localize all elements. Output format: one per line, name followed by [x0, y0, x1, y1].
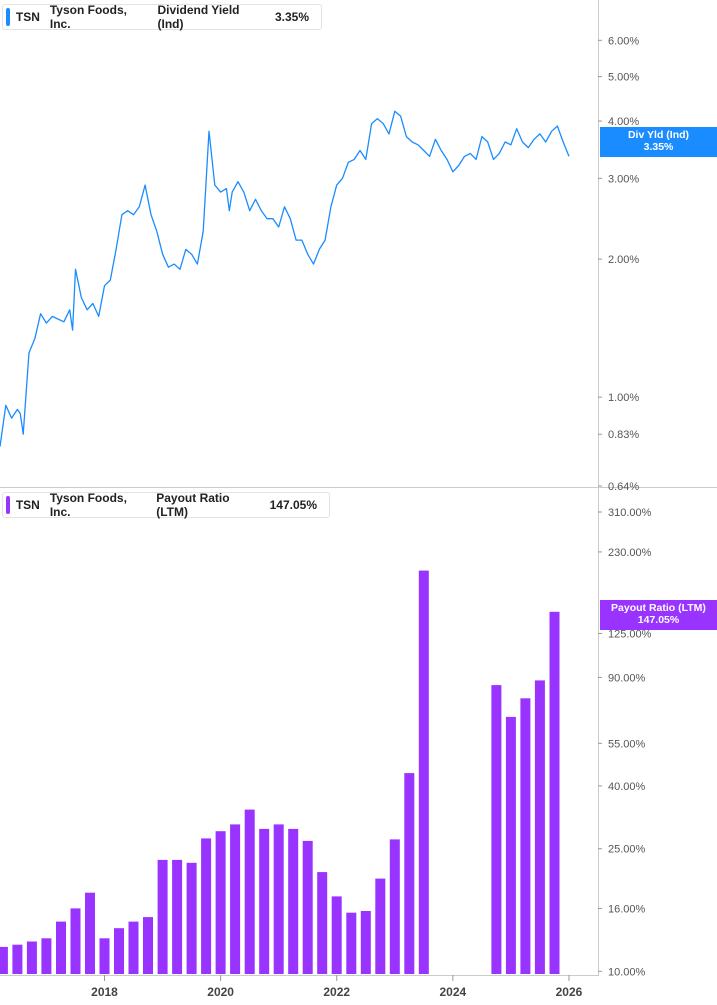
payout-y-tick-label: 16.00%	[608, 903, 646, 915]
payout-bar	[230, 824, 241, 974]
yield-swatch	[6, 8, 10, 26]
payout-bar	[491, 685, 502, 974]
yield-line	[0, 110, 570, 447]
payout-bar	[317, 872, 328, 974]
x-tick-label: 2020	[207, 985, 234, 999]
payout-bar	[85, 892, 95, 974]
yield-y-tick-label: 1.00%	[608, 392, 639, 404]
bottom-legend-value: 147.05%	[269, 498, 317, 512]
yield-y-tick-label: 5.00%	[608, 72, 639, 84]
yield-y-tick-label: 6.00%	[608, 35, 639, 47]
payout-bar	[418, 570, 429, 974]
payout-bar	[215, 831, 226, 974]
payout-bar	[375, 878, 386, 974]
top-legend: TSN Tyson Foods, Inc. Dividend Yield (In…	[2, 3, 322, 31]
payout-y-tick-label: 230.00%	[608, 547, 652, 559]
payout-bar	[128, 921, 139, 974]
bottom-legend: TSN Tyson Foods, Inc. Payout Ratio (LTM)…	[2, 491, 330, 519]
payout-bar	[201, 838, 212, 974]
payout-y-tick-label: 25.00%	[608, 844, 646, 856]
payout-bar	[26, 941, 37, 974]
bottom-legend-metric: Payout Ratio (LTM)	[156, 491, 230, 519]
bottom-legend-company: Tyson Foods, Inc.	[49, 491, 127, 519]
payout-tag-label: Payout Ratio (LTM)	[611, 602, 706, 614]
yield-y-tick-label: 4.00%	[608, 116, 639, 128]
x-tick-label: 2024	[440, 985, 467, 999]
payout-bar	[273, 824, 284, 974]
payout-bar	[244, 809, 255, 974]
yield-value-tag: Div Yld (Ind) 3.35%	[600, 127, 717, 157]
yield-y-tick-label: 2.00%	[608, 254, 639, 266]
payout-bar	[331, 896, 342, 974]
payout-y-tick-label: 125.00%	[608, 628, 652, 640]
payout-bar	[70, 908, 81, 974]
payout-y-tick-label: 10.00%	[608, 966, 646, 978]
payout-bar	[302, 840, 313, 974]
payout-bar	[157, 859, 168, 974]
top-legend-ticker: TSN	[15, 10, 40, 24]
payout-bar	[12, 944, 23, 974]
payout-bar	[288, 828, 299, 974]
top-legend-company: Tyson Foods, Inc.	[49, 3, 127, 31]
payout-y-tick-label: 90.00%	[608, 672, 646, 684]
payout-bar	[259, 828, 270, 974]
payout-bar	[360, 911, 371, 974]
payout-bar	[56, 921, 66, 974]
bottom-legend-ticker: TSN	[15, 498, 40, 512]
yield-y-tick-label: 0.64%	[608, 481, 639, 493]
payout-swatch	[6, 496, 10, 514]
payout-bar	[186, 862, 197, 974]
top-legend-metric: Dividend Yield (Ind)	[157, 3, 240, 31]
x-tick-label: 2022	[323, 985, 350, 999]
payout-y-tick-label: 40.00%	[608, 781, 646, 793]
payout-y-tick-label: 55.00%	[608, 738, 646, 750]
payout-bar	[505, 716, 516, 974]
payout-y-tick-label: 310.00%	[608, 507, 652, 519]
payout-bar	[520, 698, 531, 974]
payout-bar	[143, 917, 153, 974]
payout-bar	[41, 938, 52, 974]
payout-bar	[534, 680, 545, 974]
payout-bar	[172, 859, 183, 974]
yield-y-tick-label: 3.00%	[608, 173, 639, 185]
yield-tag-value: 3.35%	[643, 141, 674, 153]
payout-bar	[0, 946, 8, 974]
payout-bar	[114, 928, 124, 974]
x-tick-label: 2018	[91, 985, 118, 999]
yield-tag-label: Div Yld (Ind)	[627, 129, 690, 141]
payout-bar	[346, 912, 357, 974]
payout-value-tag: Payout Ratio (LTM) 147.05%	[600, 600, 717, 630]
x-tick-label: 2026	[556, 985, 583, 999]
top-legend-value: 3.35%	[274, 10, 309, 24]
yield-y-tick-label: 0.83%	[608, 429, 639, 441]
payout-bar	[99, 938, 110, 974]
payout-bar	[404, 773, 415, 974]
payout-tag-value: 147.05%	[637, 614, 680, 626]
payout-bar	[389, 839, 400, 974]
payout-bar	[549, 611, 560, 974]
